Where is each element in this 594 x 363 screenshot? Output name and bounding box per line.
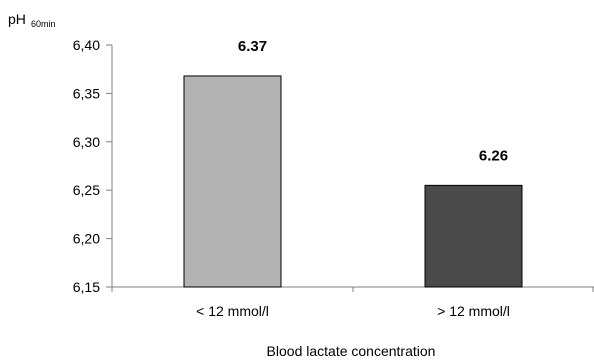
y-ticks: 6,15 6,20 6,25 6,30 6,35 6,40 [73, 37, 112, 295]
x-axis-label: Blood lactate concentration [267, 343, 436, 359]
y-tick-label-2: 6,25 [73, 182, 100, 198]
bars [183, 75, 523, 288]
y-tick-label-0: 6,15 [73, 279, 100, 295]
bar-0 [183, 75, 282, 288]
y-axis-label: pH [8, 11, 26, 27]
data-labels: 6.37 6.26 [238, 38, 508, 164]
y-tick-label-5: 6,40 [73, 37, 100, 53]
bar-1 [424, 184, 523, 288]
y-axis-label-subscript: 60min [31, 19, 56, 29]
x-category-label-0: < 12 mmol/l [196, 303, 269, 319]
data-label-0: 6.37 [238, 38, 267, 55]
x-categories: < 12 mmol/l > 12 mmol/l [196, 303, 510, 319]
data-label-1: 6.26 [479, 147, 508, 164]
y-tick-label-1: 6,20 [73, 231, 100, 247]
y-tick-label-4: 6,35 [73, 85, 100, 101]
y-tick-label-3: 6,30 [73, 134, 100, 150]
x-category-label-1: > 12 mmol/l [437, 303, 510, 319]
